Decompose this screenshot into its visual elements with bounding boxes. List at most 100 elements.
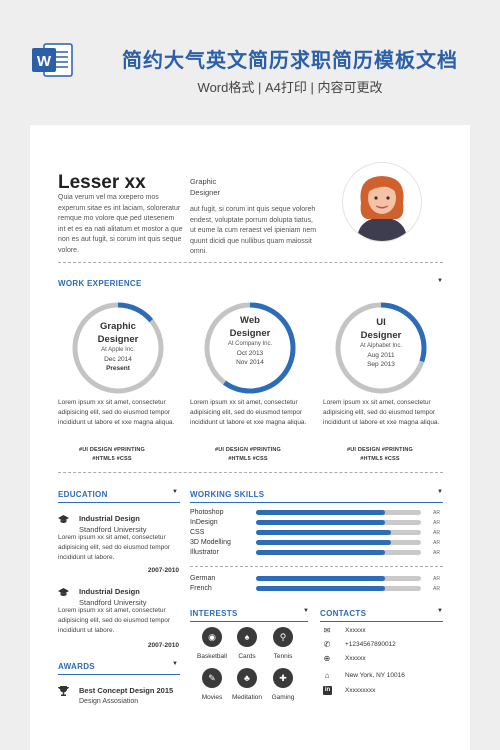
education-years: 2007-2010: [147, 642, 179, 649]
section-underline: [190, 621, 308, 622]
caret-down-icon: ▼: [437, 608, 443, 614]
work-title-line-2: Designer: [360, 330, 402, 341]
work-tags-line-2: #HTML5 #CSS: [228, 456, 268, 462]
work-tags-line-1: #UI DESIGN #PRINTING: [78, 447, 146, 453]
divider: [190, 566, 443, 567]
skill-name: InDesign: [190, 519, 218, 526]
work-title-line-2: Designer: [97, 334, 139, 345]
contact-address: New York, NY 10016: [345, 672, 405, 679]
role-line-1: Graphic: [190, 177, 217, 186]
work-title-line-1: Web: [240, 315, 260, 326]
language-bar: [256, 586, 421, 591]
contact-phone: +1234567890012: [345, 641, 396, 648]
work-ring-text-3: UI Designer At Alphabet Inc. Aug 2011 Se…: [333, 316, 429, 369]
work-date-start: Dec 2014: [104, 356, 132, 363]
basketball-icon: ◉: [202, 627, 222, 647]
work-tags-line-1: #UI DESIGN #PRINTING: [214, 447, 282, 453]
globe-icon: ⊕: [323, 654, 331, 663]
page-title: 简约大气英文简历求职简历模板文档: [122, 50, 458, 72]
email-icon: ✉: [323, 626, 331, 635]
education-description: Lorem ipsum xx sit amet, consectetur adi…: [58, 534, 171, 561]
work-ring-1: [72, 302, 164, 394]
caret-down-icon: ▼: [437, 278, 443, 284]
profile-name: Lesser xx: [58, 172, 146, 193]
skill-bar-fill: [256, 510, 385, 515]
education-years: 2007-2010: [147, 567, 179, 574]
skill-name: CSS: [190, 529, 205, 536]
contacts-title: CONTACTS: [320, 609, 367, 618]
work-ring-text-1: Graphic Designer At Apple Inc. Dec 2014 …: [70, 320, 166, 373]
education-heading: Industrial Design: [79, 514, 140, 523]
profile-intro: Quia verum vel ma xxepero mos experum si…: [58, 194, 183, 254]
awards-title: AWARDS: [58, 662, 95, 671]
role-line-2: Designer: [190, 188, 221, 197]
work-date-end: Present: [106, 365, 130, 372]
skill-end-label: AR: [433, 540, 440, 546]
education-heading: Industrial Design: [79, 587, 140, 596]
award-organization: Design Assosiation: [79, 698, 139, 705]
work-title-line-1: Graphic: [100, 321, 136, 332]
skill-bar-fill: [256, 540, 392, 545]
interest-label: Tennis: [273, 653, 293, 660]
contact-email: Xxxxxx: [345, 627, 366, 634]
interest-label: Basketball: [197, 653, 227, 660]
cards-icon: ♠: [237, 627, 257, 647]
work-description: Lorem ipsum xx sit amet, consectetur adi…: [190, 399, 307, 426]
home-icon: ⌂: [324, 671, 330, 680]
education-school: Standford University: [79, 598, 147, 607]
skill-bar: [256, 520, 421, 525]
language-end-label: AR: [433, 586, 440, 592]
work-company: At Alphabet Inc.: [359, 343, 403, 349]
contact-linkedin: Xxxxxxxxx: [345, 687, 376, 694]
word-logo-icon: W: [30, 40, 74, 80]
skill-bar-fill: [256, 550, 385, 555]
page-subtitle: Word格式 | A4打印 | 内容可更改: [197, 80, 383, 95]
work-tags-line-1: #UI DESIGN #PRINTING: [346, 447, 414, 453]
work-tags-line-2: #HTML5 #CSS: [360, 456, 400, 462]
skill-name: Photoshop: [190, 509, 224, 516]
language-name: French: [190, 585, 212, 592]
caret-down-icon: ▼: [172, 489, 178, 495]
skill-end-label: AR: [433, 510, 440, 516]
language-name: German: [190, 575, 216, 582]
movies-icon: ✎: [202, 668, 222, 688]
work-tags: #UI DESIGN #PRINTING #HTML5 #CSS: [330, 446, 430, 464]
education-school: Standford University: [79, 525, 147, 534]
tennis-icon: ⚲: [273, 627, 293, 647]
section-underline: [58, 502, 180, 503]
interest-label: Movies: [201, 694, 223, 701]
meditation-icon: ♣: [237, 668, 257, 688]
skill-bar: [256, 540, 421, 545]
trophy-icon: [58, 686, 69, 696]
gaming-icon: ✚: [273, 668, 293, 688]
svg-text:W: W: [37, 53, 52, 70]
skill-end-label: AR: [433, 550, 440, 556]
work-company: At Apple Inc.: [101, 347, 135, 353]
interest-label: Meditation: [232, 694, 262, 701]
skill-end-label: AR: [433, 530, 440, 536]
work-tags-line-2: #HTML5 #CSS: [92, 456, 132, 462]
work-experience-title: WORK EXPERIENCE: [58, 279, 142, 288]
phone-icon: ✆: [323, 640, 331, 649]
language-bar: [256, 576, 421, 581]
work-date-start: Oct 2013: [236, 350, 264, 357]
profile-role: Graphic Designer: [190, 176, 290, 198]
work-company: At Company Inc.: [227, 341, 273, 347]
skill-bar: [256, 510, 421, 515]
skill-bar-fill: [256, 530, 392, 535]
caret-down-icon: ▼: [303, 608, 309, 614]
skill-name: Illustrator: [190, 549, 219, 556]
work-tags: #UI DESIGN #PRINTING #HTML5 #CSS: [198, 446, 298, 464]
interests-title: INTERESTS: [190, 609, 238, 618]
graduation-cap-icon: [58, 588, 69, 596]
caret-down-icon: ▼: [437, 489, 443, 495]
divider: [58, 472, 443, 473]
skill-end-label: AR: [433, 520, 440, 526]
language-end-label: AR: [433, 576, 440, 582]
working-skills-title: WORKING SKILLS: [190, 490, 265, 499]
contact-website: Xxxxxx: [345, 655, 366, 662]
skill-bar: [256, 550, 421, 555]
work-ring-3: [335, 302, 427, 394]
skill-bar-fill: [256, 520, 385, 525]
profile-intro-2: aut fugit, si corum int quis seque volor…: [190, 206, 317, 255]
